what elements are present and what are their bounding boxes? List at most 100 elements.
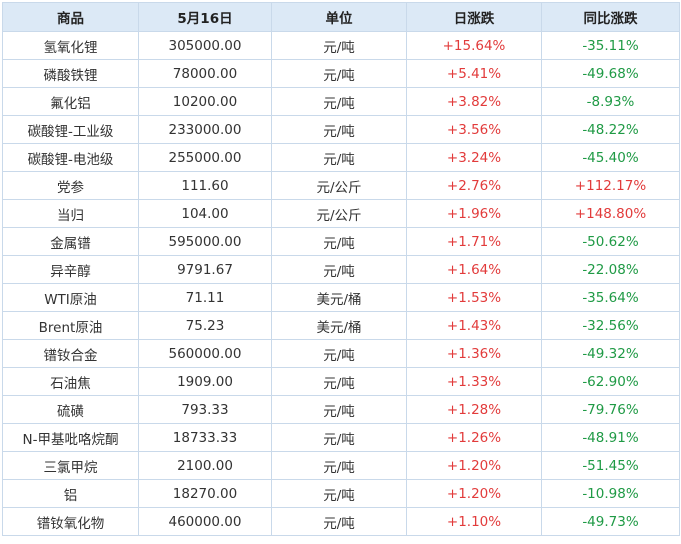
table-row: 当归 104.00 元/公斤 +1.96% +148.80% (2, 199, 680, 228)
table-cell: 元/吨 (271, 423, 407, 452)
table-row: 氢氧化锂 305000.00 元/吨 +15.64% -35.11% (2, 31, 680, 60)
table-cell: 三氯甲烷 (2, 451, 139, 480)
table-cell: +2.76% (406, 171, 542, 200)
table-cell: 233000.00 (138, 115, 272, 144)
table-cell: 美元/桶 (271, 283, 407, 312)
table-cell: 当归 (2, 199, 139, 228)
table-row: 三氯甲烷 2100.00 元/吨 +1.20% -51.45% (2, 451, 680, 480)
table-cell: 硫磺 (2, 395, 139, 424)
table-cell: -49.73% (541, 507, 680, 536)
table-cell: 460000.00 (138, 507, 272, 536)
table-cell: 氟化铝 (2, 87, 139, 116)
table-cell: 75.23 (138, 311, 272, 340)
table-row: 党参 111.60 元/公斤 +2.76% +112.17% (2, 171, 680, 200)
table-cell: -62.90% (541, 367, 680, 396)
table-row: 碳酸锂-工业级 233000.00 元/吨 +3.56% -48.22% (2, 115, 680, 144)
table-row: 碳酸锂-电池级 255000.00 元/吨 +3.24% -45.40% (2, 143, 680, 172)
table-row: 氟化铝 10200.00 元/吨 +3.82% -8.93% (2, 87, 680, 116)
table-cell: -51.45% (541, 451, 680, 480)
table-row: WTI原油 71.11 美元/桶 +1.53% -35.64% (2, 283, 680, 312)
table-cell: +1.10% (406, 507, 542, 536)
table-cell: 元/吨 (271, 395, 407, 424)
table-cell: 美元/桶 (271, 311, 407, 340)
table-cell: 元/吨 (271, 507, 407, 536)
table-row: 石油焦 1909.00 元/吨 +1.33% -62.90% (2, 367, 680, 396)
table-cell: 104.00 (138, 199, 272, 228)
table-cell: +1.43% (406, 311, 542, 340)
table-cell: 元/吨 (271, 479, 407, 508)
table-cell: 元/公斤 (271, 171, 407, 200)
table-body: 氢氧化锂 305000.00 元/吨 +15.64% -35.11% 磷酸铁锂 78000.… (2, 31, 680, 536)
table-cell: 元/吨 (271, 339, 407, 368)
table-cell: +1.20% (406, 479, 542, 508)
table-cell: +3.56% (406, 115, 542, 144)
table-row: Brent原油 75.23 美元/桶 +1.43% -32.56% (2, 311, 680, 340)
table-row: 镨钕氧化物 460000.00 元/吨 +1.10% -49.73% (2, 507, 680, 536)
table-cell: -45.40% (541, 143, 680, 172)
table-cell: 10200.00 (138, 87, 272, 116)
header-cell: 商品 (2, 2, 139, 32)
table-cell: -10.98% (541, 479, 680, 508)
table-cell: 9791.67 (138, 255, 272, 284)
header-cell: 5月16日 (138, 2, 272, 32)
table-cell: 560000.00 (138, 339, 272, 368)
table-row: 异辛醇 9791.67 元/吨 +1.64% -22.08% (2, 255, 680, 284)
table-cell: +1.71% (406, 227, 542, 256)
table-cell: -32.56% (541, 311, 680, 340)
table-cell: 71.11 (138, 283, 272, 312)
table-cell: 元/吨 (271, 31, 407, 60)
table-cell: -48.22% (541, 115, 680, 144)
table-cell: 金属镨 (2, 227, 139, 256)
table-cell: +148.80% (541, 199, 680, 228)
table-cell: +112.17% (541, 171, 680, 200)
table-cell: -79.76% (541, 395, 680, 424)
table-cell: WTI原油 (2, 283, 139, 312)
table-cell: 元/吨 (271, 87, 407, 116)
table-cell: +1.28% (406, 395, 542, 424)
table-cell: 氢氧化锂 (2, 31, 139, 60)
table-cell: +1.96% (406, 199, 542, 228)
table-cell: 元/公斤 (271, 199, 407, 228)
table-cell: 元/吨 (271, 451, 407, 480)
table-cell: 78000.00 (138, 59, 272, 88)
price-table: 商品 5月16日 单位 日涨跌 同比涨跌 氢氧化锂 305000.00 元/吨 +15.64%… (2, 2, 680, 536)
table-row: 金属镨 595000.00 元/吨 +1.71% -50.62% (2, 227, 680, 256)
table-cell: 18733.33 (138, 423, 272, 452)
table-cell: 111.60 (138, 171, 272, 200)
table-cell: 磷酸铁锂 (2, 59, 139, 88)
table-row: N-甲基吡咯烷酮 18733.33 元/吨 +1.26% -48.91% (2, 423, 680, 452)
table-cell: 镨钕合金 (2, 339, 139, 368)
table-cell: 元/吨 (271, 227, 407, 256)
table-cell: 元/吨 (271, 115, 407, 144)
table-cell: -48.91% (541, 423, 680, 452)
table-cell: +5.41% (406, 59, 542, 88)
table-cell: +1.26% (406, 423, 542, 452)
table-cell: +1.53% (406, 283, 542, 312)
table-cell: 铝 (2, 479, 139, 508)
table-cell: +1.64% (406, 255, 542, 284)
table-cell: 18270.00 (138, 479, 272, 508)
table-cell: 255000.00 (138, 143, 272, 172)
table-row: 磷酸铁锂 78000.00 元/吨 +5.41% -49.68% (2, 59, 680, 88)
table-cell: N-甲基吡咯烷酮 (2, 423, 139, 452)
table-cell: +1.33% (406, 367, 542, 396)
table-row: 铝 18270.00 元/吨 +1.20% -10.98% (2, 479, 680, 508)
header-cell: 同比涨跌 (541, 2, 680, 32)
table-cell: 元/吨 (271, 367, 407, 396)
table-cell: 异辛醇 (2, 255, 139, 284)
table-cell: 党参 (2, 171, 139, 200)
table-cell: 石油焦 (2, 367, 139, 396)
table-row: 镨钕合金 560000.00 元/吨 +1.36% -49.32% (2, 339, 680, 368)
table-cell: +15.64% (406, 31, 542, 60)
table-cell: -35.64% (541, 283, 680, 312)
table-cell: +3.24% (406, 143, 542, 172)
table-cell: 镨钕氧化物 (2, 507, 139, 536)
table-cell: 碳酸锂-工业级 (2, 115, 139, 144)
table-cell: -49.32% (541, 339, 680, 368)
header-cell: 日涨跌 (406, 2, 542, 32)
table-cell: +1.36% (406, 339, 542, 368)
table-cell: 碳酸锂-电池级 (2, 143, 139, 172)
table-cell: 元/吨 (271, 59, 407, 88)
table-cell: -8.93% (541, 87, 680, 116)
